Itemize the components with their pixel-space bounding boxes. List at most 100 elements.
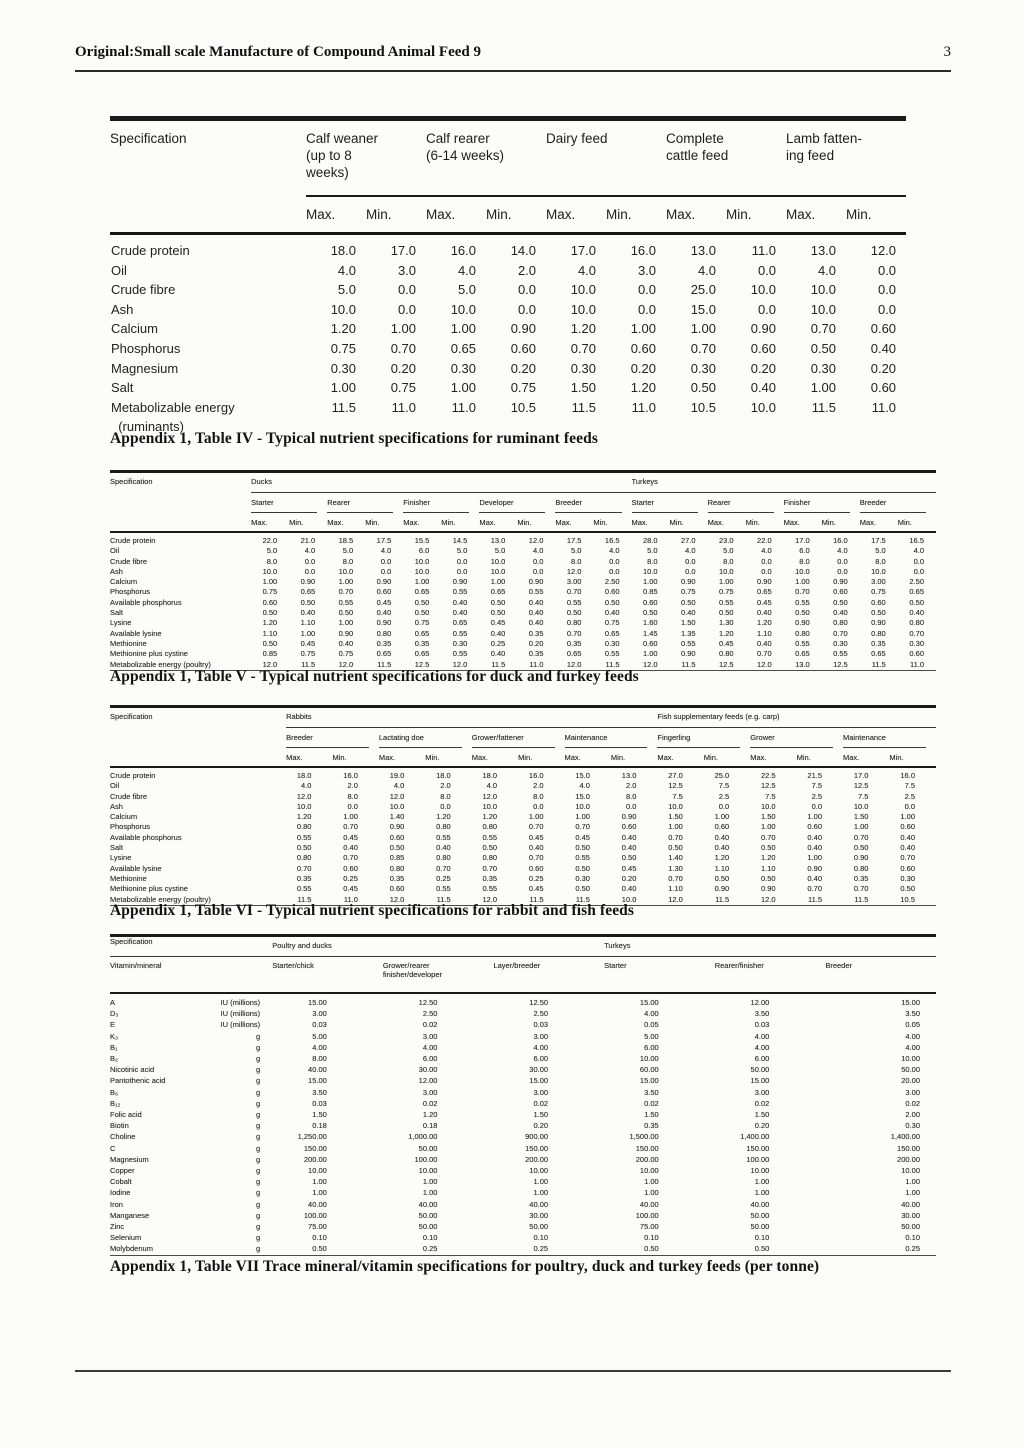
table-cell: 0.75 (390, 380, 417, 396)
table-cell: 0.0 (397, 282, 417, 298)
table-cell: 10.0 (414, 556, 430, 566)
table-cell: 8.0 (723, 556, 734, 566)
table-cell: 0.70 (566, 587, 582, 597)
row-label: Crude fibre (110, 556, 148, 566)
table-ruminant-feeds-container: Specification Calf weaner (up to 8 weeks)… (110, 116, 907, 437)
table-cell: 0.85 (262, 649, 278, 659)
table-row: Oil 4.0 2.0 4.0 2.0 4.0 2.0 4.0 2.0 12.5 7.5 12.5 7.… (110, 781, 936, 791)
table-cell: 10.0 (668, 801, 683, 811)
row-unit: IU (millions) (220, 1009, 261, 1019)
table-cell: 13.0 (795, 659, 810, 669)
table-cell: 0.75 (871, 587, 886, 597)
table-cell: 0.50 (490, 608, 506, 618)
table-cell: 0.0 (877, 301, 897, 317)
table-cell: 0.55 (436, 832, 451, 842)
table-cell: 2.0 (347, 781, 358, 791)
table-cell: 0.50 (482, 843, 498, 853)
table-cell: 11.5 (715, 894, 730, 904)
table-cell: 0.10 (905, 1233, 920, 1243)
table-cell: 0.10 (644, 1233, 659, 1243)
column-subgroup-header: Starter (631, 492, 708, 513)
table-cell: 0.20 (510, 360, 537, 376)
table-cell: 0.75 (338, 649, 354, 659)
footer-rule (75, 1370, 951, 1372)
table-row: Oil 4.0 3.0 4.0 2.0 4.0 3.0 4.0 0.0 4.0 0.0 (110, 261, 906, 281)
table-cell: 11.5 (871, 659, 886, 669)
table-cell: 0.30 (330, 360, 356, 376)
table-duck-turkey-feeds-container: Specification Ducks Turkeys Starter Rearer Fi… (110, 470, 936, 671)
table-row: Methionine plus cystine 0.55 0.45 0.60 0.55 0… (110, 884, 936, 894)
table-cell: 0.40 (714, 843, 730, 853)
table-cell: 0.0 (685, 556, 696, 566)
table-cell: 10.00 (639, 1166, 659, 1176)
row-label: Magnesium (110, 1154, 149, 1164)
table-cell: 0.90 (680, 577, 696, 587)
table-cell: 4.0 (817, 262, 837, 278)
table-cell: 0.30 (905, 1121, 920, 1131)
table-cell: 2.0 (440, 781, 451, 791)
table-cell: 0.18 (422, 1121, 438, 1131)
column-subgroup-header: Breeder (555, 492, 632, 513)
table-cell: 0.45 (343, 832, 358, 842)
table-cell: 12.0 (389, 894, 405, 904)
table-cell: 1.00 (810, 380, 837, 396)
table-cell: 0.55 (296, 884, 312, 894)
table-cell: 10.0 (490, 556, 506, 566)
column-subgroup-header: Starter (604, 956, 715, 994)
column-group-header: Complete cattle feed (666, 118, 787, 197)
table-caption-iv: Appendix 1, Table IV - Typical nutrient … (110, 430, 598, 447)
row-label: B₁ (110, 1042, 118, 1052)
table-cell: 0.60 (900, 822, 915, 832)
table-cell: 0.10 (754, 1233, 770, 1243)
table-cell: 16.0 (833, 536, 848, 545)
table-cell: 10.00 (529, 1166, 549, 1176)
table-cell: 10.0 (871, 566, 886, 576)
row-label: Phosphorus (110, 587, 151, 597)
table-cell: 0.0 (685, 566, 696, 576)
table-cell: 0.55 (296, 832, 312, 842)
row-unit: g (256, 1154, 261, 1164)
table-cell: 8.0 (875, 556, 886, 566)
table-row: Crude fibre 5.0 0.0 5.0 0.0 10.0 0.0 25.0 10.0 10… (110, 280, 906, 300)
table-cell: 0.40 (621, 884, 637, 894)
table-cell: 0.30 (452, 638, 468, 648)
table-cell: 0.45 (343, 884, 358, 894)
table-row: Calcium 1.20 1.00 1.40 1.20 1.20 1.00 1.00 0.90 1… (110, 812, 936, 822)
table-cell: 5.00 (312, 1031, 327, 1041)
table-row: Crude protein 18.0 16.0 19.0 18.0 18.0 16.0 15.… (110, 767, 936, 781)
table-cell: 1.00 (338, 577, 354, 587)
table-cell: 1.00 (807, 812, 823, 822)
table-cell: 15.00 (639, 1076, 659, 1086)
maxmin-header: Max. (306, 196, 366, 235)
table-cell: 0.60 (389, 832, 405, 842)
table-cell: 0.0 (380, 556, 392, 566)
table-cell: 3.00 (871, 577, 886, 587)
row-label: Crude protein (111, 243, 190, 258)
table-cell: 0.60 (870, 321, 897, 337)
table-cell: 16.0 (630, 243, 657, 258)
page-number: 3 (943, 44, 952, 60)
maxmin-header: Max. (657, 748, 704, 768)
table-cell: 12.0 (338, 659, 354, 669)
table-cell: 1.00 (575, 812, 590, 822)
table-cell: 1.00 (642, 649, 658, 659)
table-cell: 0.40 (621, 843, 637, 853)
table-cell: 0.0 (913, 566, 924, 576)
table-cell: 1,400.00 (740, 1132, 770, 1142)
table-cell: 1.00 (754, 1188, 770, 1198)
table-cell: 12.0 (566, 566, 582, 576)
table-cell: 10.0 (853, 801, 869, 811)
table-cell: 5.0 (342, 546, 354, 556)
table-cell: 0.0 (761, 566, 772, 576)
table-cell: 0.60 (871, 597, 886, 607)
table-cell: 17.5 (566, 536, 582, 545)
table-cell: 0.80 (436, 822, 451, 832)
row-label: Molybdenum (110, 1244, 153, 1254)
table-cell: 11.0 (909, 659, 924, 669)
row-label: Iron (110, 1199, 123, 1209)
table-cell: 1.60 (642, 618, 658, 628)
table-cell: 0.90 (714, 884, 730, 894)
table-cell: 0.65 (795, 649, 810, 659)
table-cell: 8.0 (347, 791, 358, 801)
table-cell: 40.00 (901, 1199, 920, 1209)
